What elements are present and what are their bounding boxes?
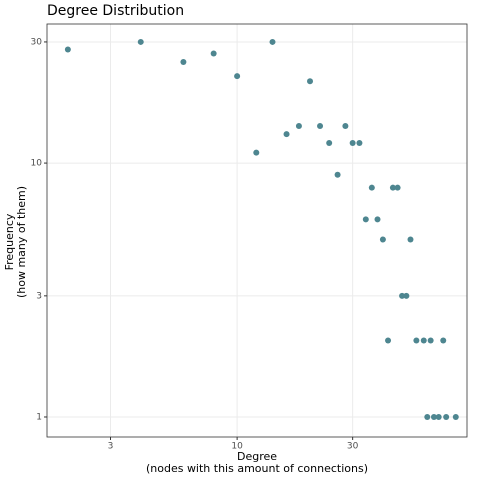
x-axis-label: (nodes with this amount of connections) — [146, 462, 368, 475]
point — [403, 292, 410, 299]
point — [374, 216, 381, 223]
point — [334, 171, 341, 178]
point — [137, 38, 144, 45]
point — [326, 139, 333, 146]
point — [269, 38, 276, 45]
point — [385, 337, 392, 344]
chart-title: Degree Distribution — [47, 3, 184, 19]
point — [210, 50, 217, 57]
point — [407, 236, 414, 243]
point — [440, 337, 447, 344]
point — [349, 139, 356, 146]
point — [430, 413, 437, 420]
point — [452, 413, 459, 420]
point — [427, 337, 434, 344]
point — [317, 122, 324, 129]
point — [295, 122, 302, 129]
point — [180, 59, 187, 66]
point — [399, 292, 406, 299]
point — [420, 337, 427, 344]
point — [424, 413, 431, 420]
point — [234, 73, 241, 80]
point — [283, 131, 290, 138]
point — [368, 184, 375, 191]
point — [443, 413, 450, 420]
point — [64, 46, 71, 53]
point — [379, 236, 386, 243]
point — [342, 122, 349, 129]
x-tick-label: 10 — [231, 442, 243, 452]
point — [253, 149, 260, 156]
point — [362, 216, 369, 223]
point — [413, 337, 420, 344]
panel-border — [46, 23, 468, 438]
x-tick-label: 30 — [347, 442, 359, 452]
y-axis-label: (how many of them) — [15, 186, 28, 298]
point — [356, 139, 363, 146]
point — [394, 184, 401, 191]
x-tick-label: 3 — [108, 442, 114, 452]
point — [307, 78, 314, 85]
y-axis-label: Frequency — [3, 213, 16, 270]
x-axis-label: Degree — [237, 450, 277, 463]
y-tick-label: 3 — [36, 291, 42, 301]
y-tick-label: 10 — [31, 159, 43, 169]
y-tick-label: 30 — [31, 37, 43, 47]
y-tick-label: 1 — [36, 412, 42, 422]
point — [435, 413, 442, 420]
point — [389, 184, 396, 191]
